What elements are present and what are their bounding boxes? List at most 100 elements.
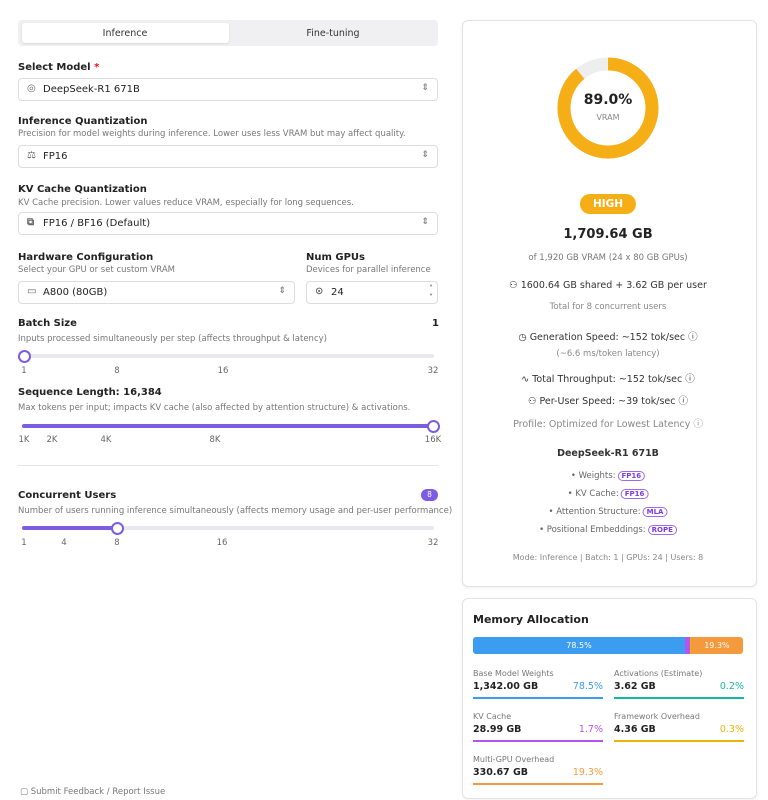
value-badge: 8 [421, 489, 438, 501]
field-label: Num GPUs [306, 252, 365, 263]
throughput-text: Total Throughput: ~152 tok/sec [532, 374, 683, 385]
per-user-speed: ⚇ Per-User Speed: ~39 tok/sec ⓘ [527, 396, 689, 407]
slider-track[interactable] [22, 354, 434, 358]
select[interactable]: FP16 / BF16 (Default) ⧉ ⇕ [18, 212, 438, 235]
level-badge: HIGH [579, 194, 637, 214]
per-user-text: Per-User Speed: ~39 tok/sec [539, 396, 676, 407]
slider-fill[interactable] [22, 424, 434, 428]
slider-thumb[interactable] [111, 522, 124, 535]
help-text: Number of users running inference simult… [18, 506, 453, 516]
item-share: 0.2% [719, 681, 744, 692]
profile-text: Profile: Optimized for Lowest Latency [513, 419, 691, 430]
slider-tick: 8K [209, 435, 221, 445]
select-value: DeepSeek-R1 671B [43, 84, 140, 95]
feedback-link[interactable]: ▢ Submit Feedback / Report Issue [20, 787, 166, 797]
segment-label: 78.5% [566, 641, 592, 650]
tab-active[interactable] [22, 23, 229, 43]
gauge-value: 89.0% [583, 92, 633, 108]
memory-title: Memory Allocation [473, 613, 589, 626]
shared-memory: ⚇ 1600.64 GB shared + 3.62 GB per user [509, 280, 707, 291]
slider-tick: 32 [427, 538, 439, 548]
select-value: FP16 / BF16 (Default) [43, 218, 151, 229]
help-text: Select your GPU or set custom VRAM [18, 265, 175, 275]
generation-text: Generation Speed: ~152 tok/sec [529, 332, 686, 343]
item-share: 1.7% [578, 724, 603, 735]
field-label: Select Model * [18, 62, 99, 73]
number-input[interactable]: 24 ⊙ ˄ ˅ [306, 281, 438, 304]
slider-tick: 32 [427, 366, 439, 376]
field-label: Hardware Configuration [18, 252, 154, 263]
select[interactable]: A800 (80GB) ▭ ⇕ [18, 281, 295, 304]
vram-gauge [557, 57, 659, 159]
label-text: Select Model [18, 62, 91, 73]
memory-segment: 78.5% [473, 637, 685, 654]
spec-row: • Positional Embeddings: ROPE [539, 525, 677, 535]
item-amount: 3.62 GB [614, 681, 656, 692]
memory-segment [689, 637, 691, 654]
spec-label: Weights: [578, 471, 616, 481]
total-vram: 1,709.64 GB [563, 227, 653, 242]
item-name: Framework Overhead [614, 712, 700, 721]
spec-row: • Weights: FP16 [571, 471, 646, 481]
slider-tick: 8 [114, 538, 120, 548]
summary-panel [462, 20, 757, 587]
feedback-text: Submit Feedback / Report Issue [30, 787, 166, 797]
latency: (~6.6 ms/token latency) [556, 349, 660, 359]
spec-label: KV Cache: [575, 489, 619, 499]
item-share: 78.5% [572, 681, 603, 692]
help-text: Devices for parallel inference [306, 265, 431, 275]
help-text: Max tokens per input; impacts KV cache (… [18, 403, 411, 413]
help-text: Inputs processed simultaneously per step… [18, 334, 327, 344]
item-name: Activations (Estimate) [614, 669, 703, 678]
slider-tick: 16 [216, 538, 228, 548]
generation-speed: ◷ Generation Speed: ~152 tok/sec ⓘ [518, 332, 698, 343]
spec-row: • KV Cache: FP16 [568, 489, 649, 499]
item-amount: 1,342.00 GB [473, 681, 539, 692]
slider-tick: 1 [21, 538, 27, 548]
field-label: Batch Size [18, 318, 77, 329]
help-text: KV Cache precision. Lower values reduce … [18, 198, 354, 208]
slider-thumb[interactable] [427, 420, 440, 433]
item-amount: 4.36 GB [614, 724, 656, 735]
slider-tick: 16 [217, 366, 229, 376]
spec-row: • Attention Structure: MLA [549, 507, 668, 517]
item-amount: 28.99 GB [473, 724, 522, 735]
spec-tag: MLA [642, 507, 668, 517]
item-name: Base Model Weights [473, 669, 554, 678]
item-share: 19.3% [572, 767, 603, 778]
help-text: Precision for model weights during infer… [18, 129, 406, 139]
slider-tick: 16K [424, 435, 442, 445]
slider-tick: 1 [21, 366, 27, 376]
users-note: Total for 8 concurrent users [549, 302, 667, 312]
spec-label: Attention Structure: [556, 507, 641, 517]
slider-thumb[interactable] [18, 350, 31, 363]
field-label: KV Cache Quantization [18, 184, 147, 195]
gauge-arc [557, 57, 659, 159]
item-share: 0.3% [719, 724, 744, 735]
spec-tag: FP16 [617, 471, 646, 481]
item-underline [614, 697, 744, 699]
item-underline [473, 740, 603, 742]
select[interactable]: FP16 ⚖ ⇕ [18, 145, 438, 168]
profile: Profile: Optimized for Lowest Latency ⓘ [513, 419, 703, 430]
slider-fill [22, 526, 117, 530]
tab[interactable]: Fine-tuning [306, 28, 360, 39]
slider-tick: 8 [114, 366, 120, 376]
select[interactable]: DeepSeek-R1 671B ◎ ⇕ [18, 78, 438, 101]
throughput: ∿ Total Throughput: ~152 tok/sec ⓘ [521, 374, 695, 385]
segment-label: 19.3% [704, 641, 730, 650]
slider-tick: 4K [100, 435, 112, 445]
item-underline [473, 697, 603, 699]
slider-track[interactable] [22, 526, 434, 530]
capacity: of 1,920 GB VRAM (24 x 80 GB GPUs) [528, 253, 688, 263]
config-footer: Mode: Inference | Batch: 1 | GPUs: 24 | … [512, 553, 704, 562]
slider-tick: 1K [18, 435, 30, 445]
divider [18, 465, 438, 466]
memory-segment [690, 637, 691, 654]
select-value: FP16 [43, 151, 68, 162]
item-amount: 330.67 GB [473, 767, 529, 778]
tab[interactable]: Inference [102, 28, 148, 39]
spec-tag: ROPE [647, 525, 677, 535]
field-value: 1 [432, 318, 439, 329]
